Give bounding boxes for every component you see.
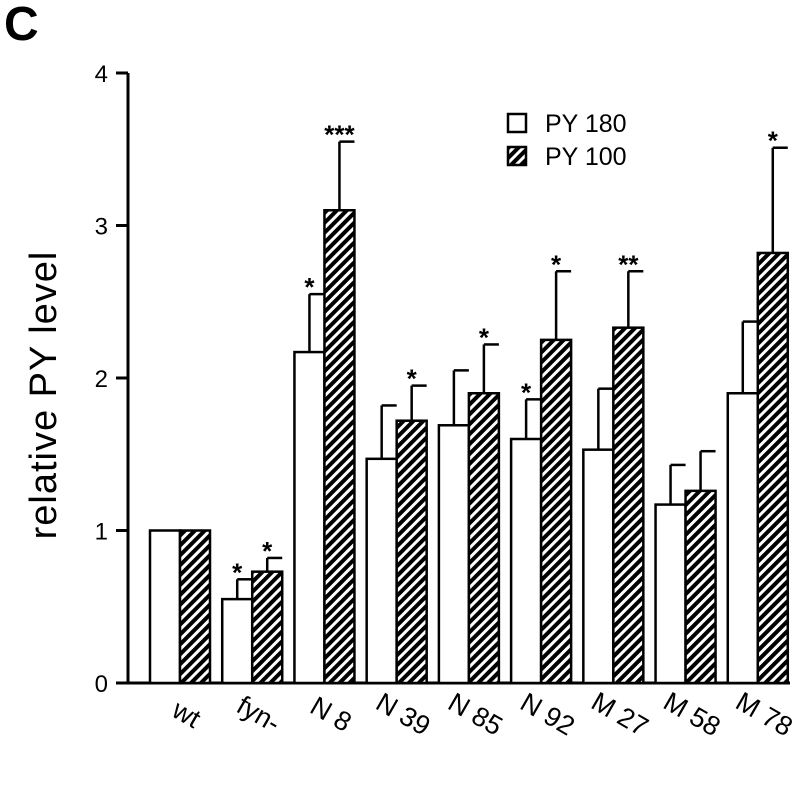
significance-marker: * [551,249,562,279]
legend: PY 180 PY 100 [506,110,627,171]
error-bars [235,140,788,600]
x-category-label: N 92 [515,687,579,742]
y-tick-label: 4 [95,61,108,88]
significance-marker: ** [618,249,639,279]
y-tick-label: 3 [95,214,108,241]
significance-marker: * [304,272,315,302]
bar [323,209,356,685]
bar [365,457,398,685]
legend-swatch-py180 [506,112,528,134]
bar [582,448,615,685]
x-category-label: M 78 [731,686,798,742]
y-tick-label: 0 [95,671,108,698]
x-category-label: N 39 [371,687,435,742]
bar [250,570,284,685]
bar [148,529,182,685]
significance-marker: *** [324,120,355,150]
bar [220,597,254,685]
significance-markers: ********** *** [232,120,779,588]
legend-label-py180: PY 180 [545,110,627,138]
bars [148,209,790,685]
bar [612,326,645,685]
x-category-label: fyn- [232,690,286,738]
bar [437,424,471,685]
bar [684,489,717,685]
significance-marker: * [262,536,273,566]
significance-marker: * [479,322,490,352]
bar [467,392,501,685]
significance-marker: * [407,364,418,394]
y-tick-label: 2 [95,366,108,393]
significance-marker: * [768,126,779,156]
bar [756,251,790,685]
category-labels: wt fyn- N 8 N 39 N 85 N 92 M 27 M 58 M 78 [166,686,797,742]
x-category-label: wt [166,694,206,734]
significance-marker: * [521,377,532,407]
legend-label-py100: PY 100 [545,143,627,171]
x-category-label: M 58 [659,686,726,742]
bar [539,338,573,685]
bar [509,437,543,685]
y-axis-label: relative PY level [23,251,65,540]
bar [395,419,428,685]
x-category-label: N 85 [443,687,507,742]
bar [654,503,687,685]
significance-marker: * [232,557,243,587]
y-tick-label: 1 [95,519,108,546]
x-category-label: N 8 [305,691,356,738]
bar [293,350,326,685]
bar [178,529,212,685]
x-category-label: M 27 [586,686,653,742]
bar [726,392,760,685]
legend-swatch-py100 [506,145,528,167]
panel-label: C [4,0,39,51]
